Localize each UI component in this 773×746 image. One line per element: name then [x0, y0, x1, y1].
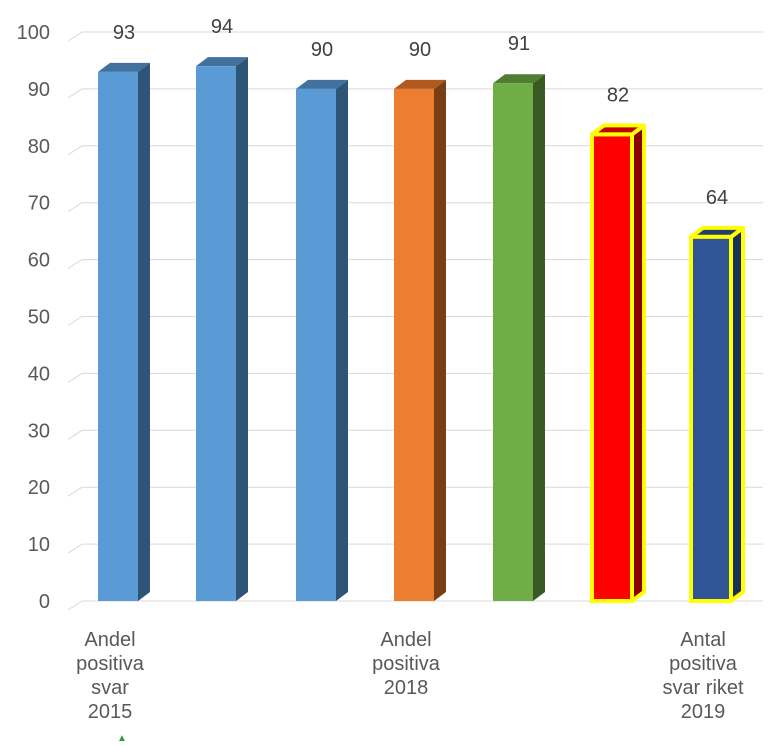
y-tick-label: 0 — [39, 591, 50, 613]
bar-top — [196, 57, 248, 67]
y-tick-label: 90 — [28, 79, 50, 101]
bar — [493, 83, 533, 601]
y-tick-label: 80 — [28, 136, 50, 158]
bar-top — [493, 74, 545, 84]
bar-side — [434, 79, 446, 601]
bar — [296, 88, 336, 601]
x-category-label: Andel positiva svar 2015 — [76, 629, 144, 723]
y-tick-label: 40 — [28, 363, 50, 385]
y-tick-label: 20 — [28, 477, 50, 499]
gridline — [67, 600, 763, 611]
data-label: 64 — [706, 187, 728, 209]
data-label: 94 — [211, 16, 233, 38]
x-category-label: Antal positiva svar riket 2019 — [662, 629, 744, 723]
bar-top — [394, 79, 446, 89]
bar-top — [98, 62, 150, 72]
gridline — [67, 31, 763, 42]
y-tick-label: 30 — [28, 420, 50, 442]
y-tick-label: 50 — [28, 307, 50, 329]
bar-side — [336, 79, 348, 601]
bar — [590, 132, 634, 603]
bar — [394, 88, 434, 601]
bar-side — [236, 57, 248, 601]
bar — [98, 71, 138, 601]
y-tick-label: 10 — [28, 534, 50, 556]
bar-top — [296, 79, 348, 89]
y-tick-label: 70 — [28, 193, 50, 215]
small-marker-icon: ▲ — [117, 733, 127, 744]
y-tick-label: 100 — [17, 22, 50, 44]
bar-side — [533, 74, 545, 601]
x-category-label: Andel positiva 2018 — [372, 629, 440, 699]
bar — [689, 234, 733, 603]
data-label: 91 — [508, 33, 530, 55]
data-label: 90 — [311, 39, 333, 61]
bar-side — [138, 62, 150, 601]
data-label: 93 — [113, 22, 135, 44]
data-label: 82 — [607, 84, 629, 106]
bar — [196, 66, 236, 601]
data-label: 90 — [409, 39, 431, 61]
y-tick-label: 60 — [28, 250, 50, 272]
